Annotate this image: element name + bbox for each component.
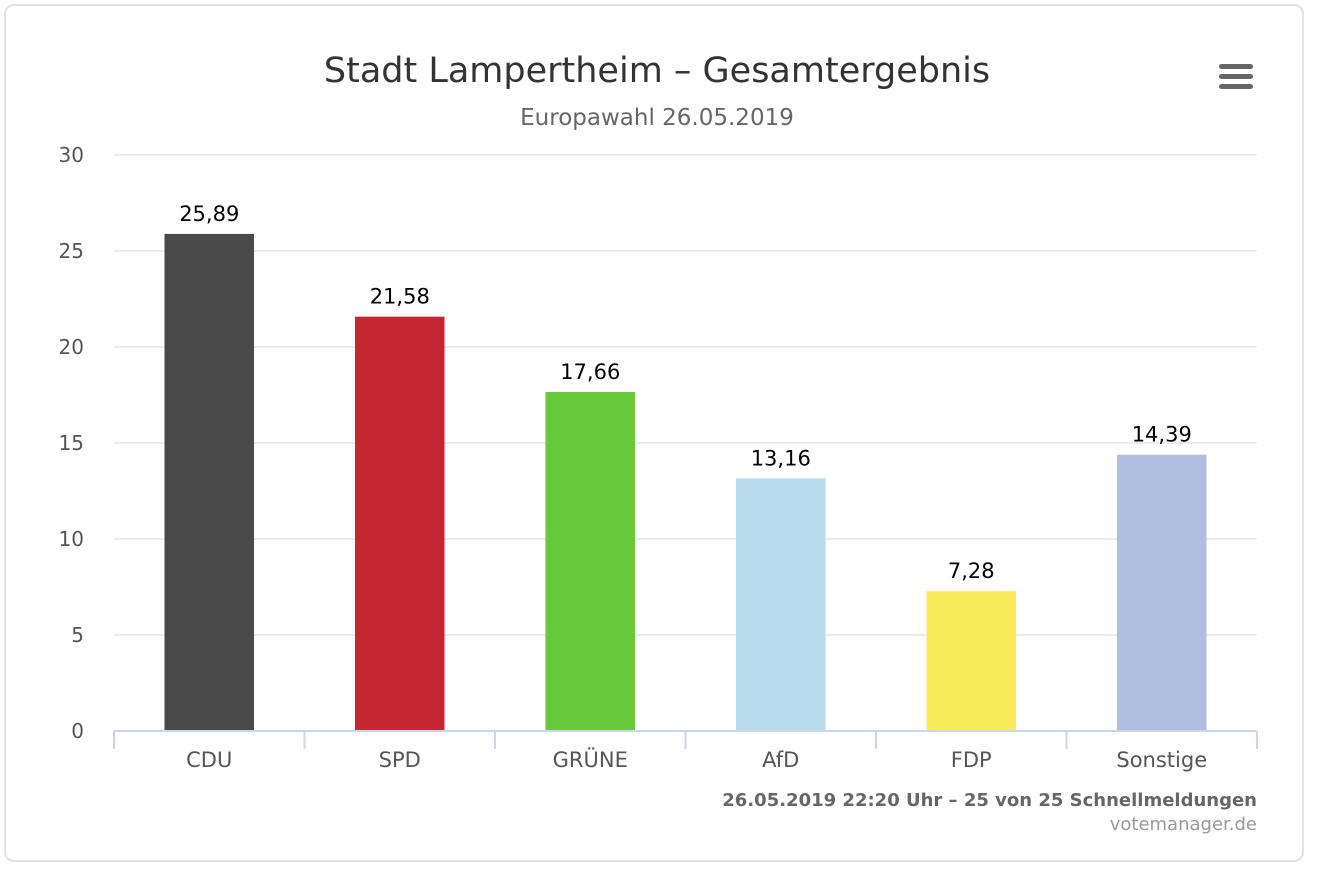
y-tick-label: 25 (59, 239, 84, 263)
y-tick-label: 0 (71, 719, 84, 743)
y-tick-label: 20 (59, 335, 84, 359)
x-category-label: SPD (379, 748, 421, 772)
x-category-label: AfD (762, 748, 799, 772)
data-label: 17,66 (560, 360, 620, 384)
category-labels: CDU SPD GRÜNE AfD FDP Sonstige (186, 747, 1207, 772)
bar-afd[interactable] (735, 478, 826, 731)
data-label: 7,28 (948, 559, 995, 583)
x-axis (113, 730, 1258, 749)
data-label: 14,39 (1132, 423, 1192, 447)
bars (164, 233, 1207, 732)
bar-spd[interactable] (354, 316, 445, 731)
chart-title: Stadt Lampertheim – Gesamtergebnis (324, 51, 990, 91)
y-tick-label: 5 (71, 623, 84, 647)
bar-fdp[interactable] (926, 591, 1017, 731)
bar-sonstige[interactable] (1116, 454, 1207, 731)
y-tick-label: 30 (59, 143, 84, 167)
y-tick-label: 10 (59, 527, 84, 551)
gridlines (114, 154, 1257, 636)
credit-source-link[interactable]: votemanager.de (1110, 814, 1257, 835)
y-axis-ticks: 0 5 10 15 20 25 30 (59, 143, 84, 743)
hamburger-menu-icon[interactable] (1219, 64, 1253, 89)
chart-subtitle: Europawahl 26.05.2019 (520, 105, 794, 131)
data-labels: 25,89 21,58 17,66 13,16 7,28 14,39 (179, 202, 1192, 583)
bar-cdu[interactable] (164, 233, 255, 732)
data-label: 25,89 (179, 202, 239, 226)
credit-update-info: 26.05.2019 22:20 Uhr – 25 von 25 Schnell… (722, 790, 1257, 811)
bar-grüne[interactable] (545, 391, 636, 731)
data-label: 13,16 (751, 446, 811, 470)
x-category-label: GRÜNE (553, 747, 628, 772)
data-label: 21,58 (370, 285, 430, 309)
x-category-label: Sonstige (1116, 748, 1207, 772)
y-tick-label: 15 (59, 431, 84, 455)
x-category-label: FDP (951, 748, 992, 772)
x-category-label: CDU (186, 748, 232, 772)
